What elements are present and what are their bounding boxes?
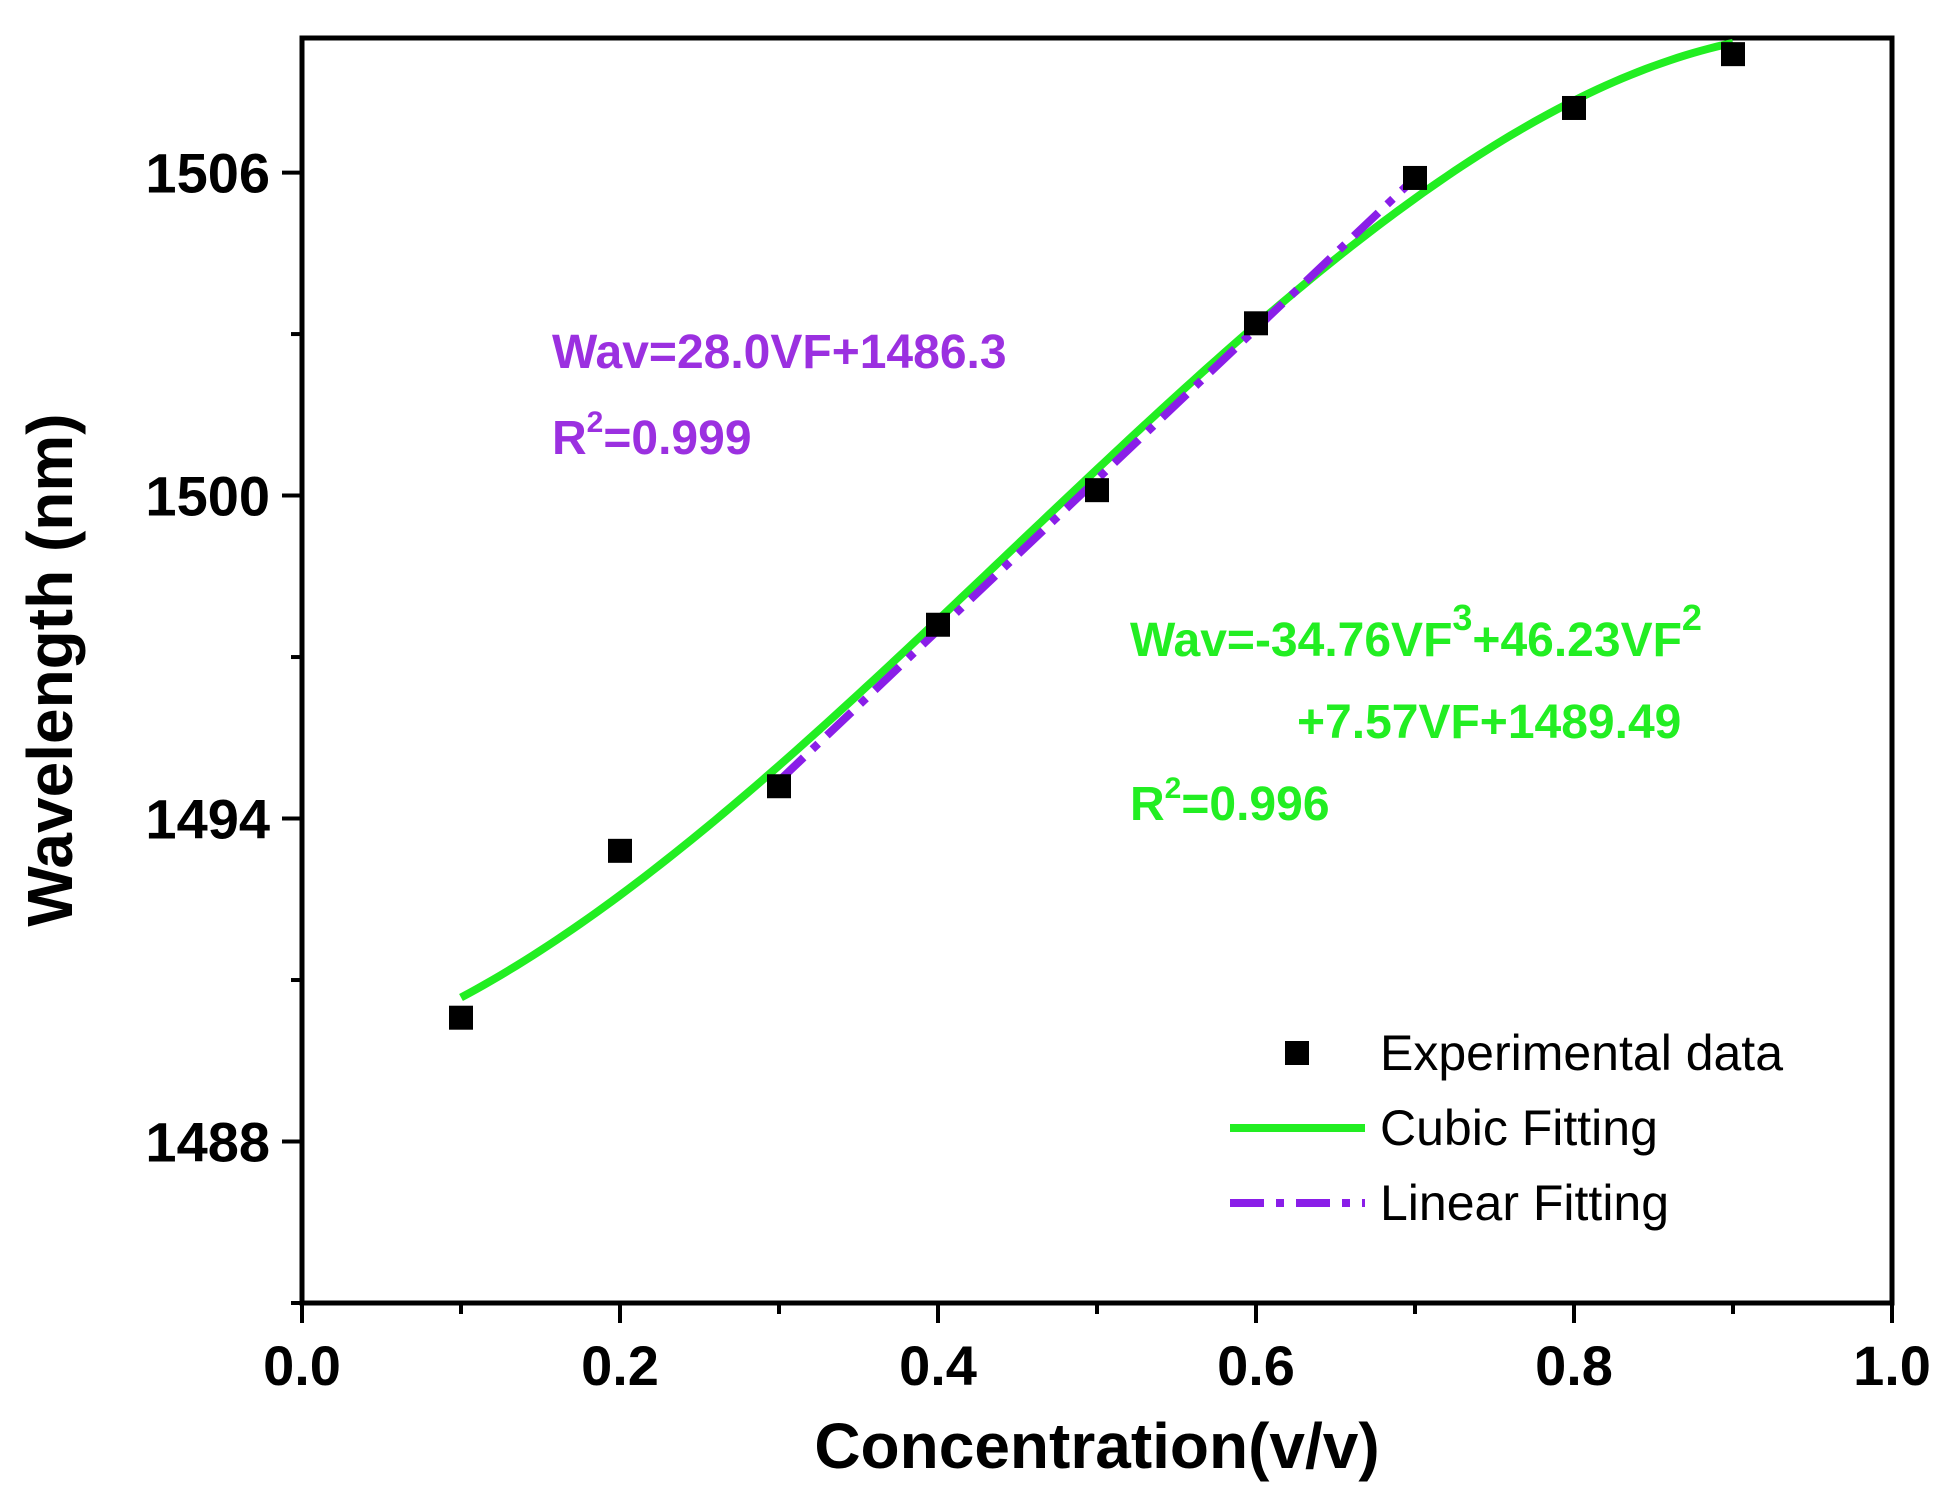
legend: Experimental data Cubic Fitting Linear F… (1230, 1025, 1783, 1231)
data-point (1721, 42, 1745, 67)
linear-r2-prefix: R (552, 412, 587, 465)
y-tick-label: 1506 (145, 142, 270, 205)
x-axis-ticks: 0.0 0.2 0.4 0.6 0.8 1.0 (263, 1303, 1931, 1397)
x-tick-label: 0.6 (1217, 1334, 1295, 1397)
linear-fit-series (776, 175, 1418, 784)
x-tick-label: 1.0 (1853, 1334, 1931, 1397)
x-tick-label: 0.8 (1535, 1334, 1613, 1397)
cubic-fit-series (459, 38, 1734, 1002)
cubic-equation-line1: Wav=-34.76VF3+46.23VF2 (1130, 597, 1702, 667)
cubic-r2-value: =0.996 (1181, 778, 1329, 831)
legend-label-linear: Linear Fitting (1380, 1175, 1669, 1231)
linear-r2-value: =0.999 (603, 412, 751, 465)
linear-fit-line (776, 175, 1418, 784)
cubic-r2: R2=0.996 (1130, 772, 1330, 831)
y-tick-label: 1488 (145, 1111, 270, 1174)
legend-marker-experimental (1285, 1041, 1309, 1065)
cubic-r2-sup: 2 (1165, 772, 1182, 805)
cubic-eq-sup-2: 2 (1682, 597, 1702, 638)
x-tick-label: 0.2 (581, 1334, 659, 1397)
y-tick-label: 1494 (145, 788, 270, 851)
y-tick-label: 1500 (145, 465, 270, 528)
cubic-eq-part-b: +46.23VF (1472, 614, 1681, 667)
y-axis-ticks: 1488 1494 1500 1506 (145, 142, 302, 1305)
experimental-data-series (449, 42, 1745, 1030)
linear-equation: Wav=28.0VF+1486.3 (552, 326, 1007, 379)
y-axis-title: Wavelength (nm) (14, 413, 86, 926)
data-point (1562, 95, 1586, 120)
cubic-r2-prefix: R (1130, 778, 1165, 831)
cubic-eq-part-a: Wav=-34.76VF (1130, 614, 1452, 667)
data-point (767, 774, 791, 799)
x-tick-label: 0.0 (263, 1334, 341, 1397)
data-point (1085, 478, 1109, 503)
legend-label-cubic: Cubic Fitting (1380, 1100, 1658, 1156)
legend-label-experimental: Experimental data (1380, 1025, 1783, 1081)
data-point (608, 838, 632, 863)
linear-r2-sup: 2 (587, 406, 604, 439)
linear-r2: R2=0.999 (552, 406, 752, 465)
data-point (1403, 165, 1427, 190)
data-point (926, 612, 950, 637)
data-point (449, 1005, 473, 1030)
cubic-eq-sup-3: 3 (1452, 597, 1472, 638)
cubic-fit-line (459, 38, 1734, 1002)
cubic-equation-line2: +7.57VF+1489.49 (1297, 696, 1681, 749)
data-point (1244, 311, 1268, 336)
x-axis-title: Concentration(v/v) (814, 1410, 1379, 1482)
x-tick-label: 0.4 (899, 1334, 977, 1397)
